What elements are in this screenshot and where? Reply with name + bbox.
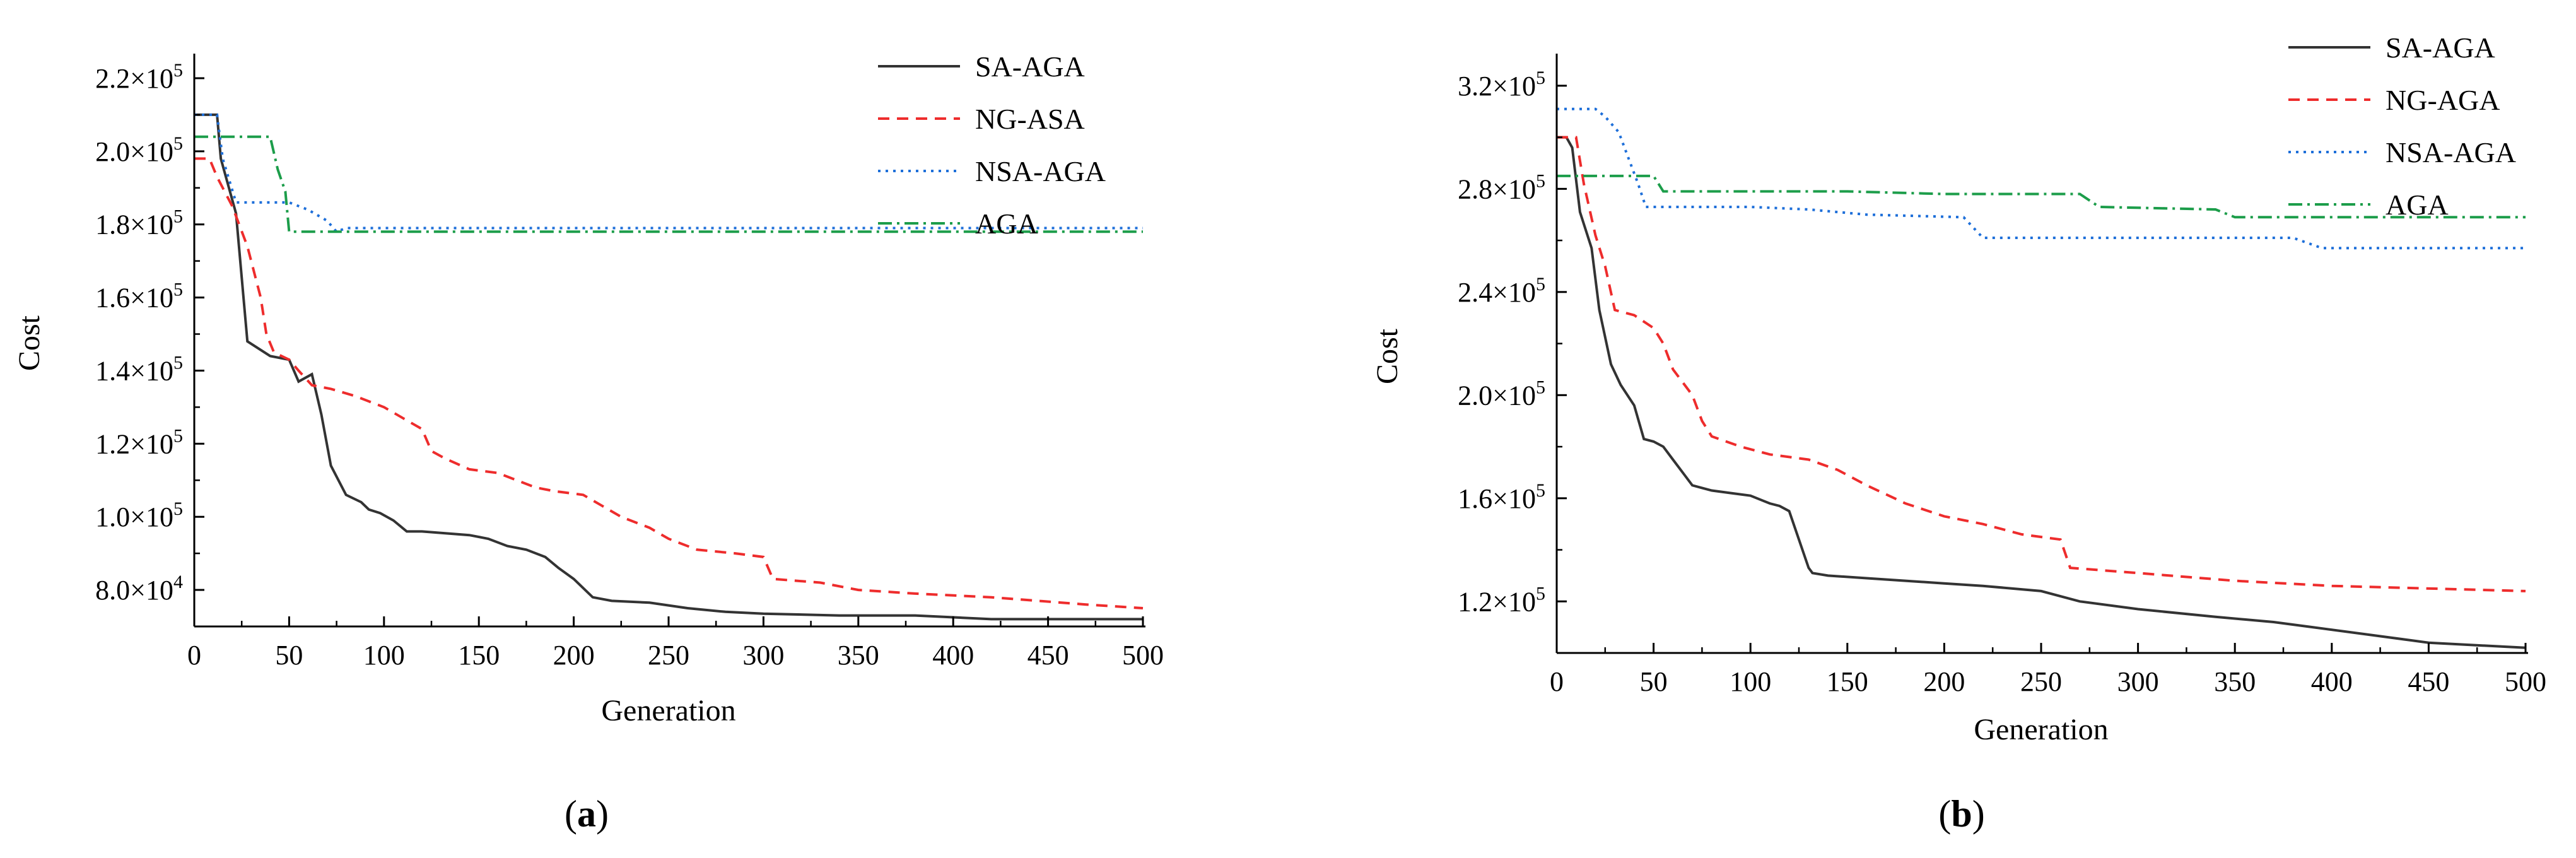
legend-label-nsa-aga: NSA-AGA [975, 155, 1106, 187]
x-tick-label: 250 [648, 640, 689, 671]
x-tick-label: 500 [1122, 640, 1164, 671]
x-tick-label: 200 [553, 640, 595, 671]
x-tick-label: 450 [1027, 640, 1069, 671]
series-line-sa-aga [1557, 136, 2526, 649]
legend-label-sa-aga: SA-AGA [2386, 32, 2495, 64]
y-tick-label: 2.8×105 [1458, 170, 1545, 204]
y-tick-label: 1.4×105 [95, 352, 183, 386]
y-tick-label: 1.2×105 [95, 425, 183, 459]
panel-b: 0 50 100 150 200 250 300 350 400 450 500 1.2×105 1.6… [1371, 32, 2546, 835]
x-tick-label: 100 [1730, 666, 1771, 697]
y-tick-label: 1.2×105 [1458, 583, 1545, 617]
series-line-nsa-aga [1557, 107, 2526, 250]
legend: SA-AGA NG-ASA NSA-AGA AGA [878, 50, 1106, 240]
x-tick-label: 200 [1923, 666, 1965, 697]
y-tick-label: 2.0×105 [1458, 377, 1545, 411]
series-line-aga [1557, 174, 2526, 219]
y-tick-label: 8.0×104 [95, 572, 183, 606]
series-line-aga [194, 135, 1143, 233]
x-tick-label: 450 [2408, 666, 2449, 697]
series-line-sa-aga [194, 113, 1143, 621]
x-axis-title: Generation [1974, 713, 2108, 746]
x-tick-label: 100 [363, 640, 405, 671]
legend-label-ng-asa: NG-ASA [975, 103, 1085, 135]
x-tick-label: 350 [2214, 666, 2256, 697]
legend-label-sa-aga: SA-AGA [975, 50, 1085, 83]
x-axis-title: Generation [601, 694, 735, 727]
series-line-nsa-aga [194, 113, 1143, 233]
y-tick-label: 2.4×105 [1458, 274, 1545, 308]
y-tick-label: 1.0×105 [95, 498, 183, 532]
legend-label-aga: AGA [2386, 189, 2449, 221]
x-tick-label: 400 [932, 640, 974, 671]
x-tick-label: 250 [2020, 666, 2062, 697]
y-tick-label: 1.6×105 [95, 279, 183, 314]
y-tick-label: 1.8×105 [95, 206, 183, 240]
series-group [194, 113, 1144, 621]
y-tick-label: 3.2×105 [1458, 68, 1545, 102]
legend-label-aga: AGA [975, 208, 1038, 240]
series-line-ng-aga [1557, 136, 2526, 592]
x-tick-label: 150 [458, 640, 500, 671]
y-tick-label: 2.0×105 [95, 133, 183, 167]
panel-label: (b) [1938, 793, 1984, 835]
x-tick-label: 0 [187, 640, 201, 671]
panel-label: (a) [565, 793, 609, 835]
x-tick-label: 350 [838, 640, 879, 671]
y-tick-label: 1.6×105 [1458, 480, 1545, 514]
panel-a: 0 50 100 150 200 250 300 350 400 450 500 8.0×104 1.0… [13, 50, 1164, 835]
y-axis-title: Cost [1371, 328, 1404, 384]
y-tick-label: 2.2×105 [95, 60, 183, 94]
legend-label-nsa-aga: NSA-AGA [2386, 136, 2516, 168]
x-tick-label: 50 [1640, 666, 1668, 697]
legend-label-ng-aga: NG-AGA [2386, 84, 2500, 116]
series-group [1557, 107, 2526, 649]
legend: SA-AGA NG-AGA NSA-AGA AGA [2288, 32, 2516, 221]
x-tick-label: 0 [1550, 666, 1564, 697]
x-tick-label: 500 [2505, 666, 2546, 697]
x-tick-label: 150 [1827, 666, 1868, 697]
x-tick-label: 400 [2311, 666, 2353, 697]
x-tick-label: 50 [275, 640, 303, 671]
y-axis-title: Cost [13, 315, 46, 371]
x-tick-label: 300 [2117, 666, 2159, 697]
x-tick-label: 300 [742, 640, 784, 671]
